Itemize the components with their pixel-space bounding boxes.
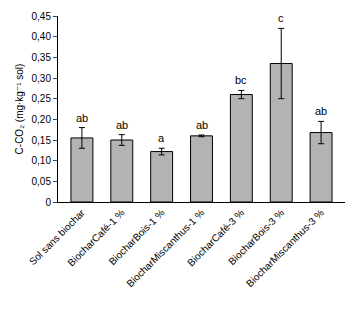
svg-text:0,25: 0,25: [32, 93, 52, 104]
svg-text:0,10: 0,10: [32, 155, 52, 166]
svg-text:BiocharCafé-1 %: BiocharCafé-1 %: [65, 207, 126, 268]
svg-text:0,40: 0,40: [32, 31, 52, 42]
svg-text:0,45: 0,45: [32, 11, 52, 22]
svg-text:0,35: 0,35: [32, 52, 52, 63]
svg-text:ab: ab: [315, 105, 327, 117]
svg-text:c: c: [278, 12, 284, 24]
svg-text:Sol sans biochar: Sol sans biochar: [27, 207, 88, 268]
svg-text:BiocharCafé-3 %: BiocharCafé-3 %: [185, 207, 246, 268]
svg-text:ab: ab: [196, 119, 208, 131]
svg-text:0,15: 0,15: [32, 135, 52, 146]
svg-text:a: a: [158, 132, 165, 144]
svg-text:BiocharMiscanthus-1 %: BiocharMiscanthus-1 %: [124, 207, 206, 289]
svg-text:BiocharBois-3 %: BiocharBois-3 %: [226, 207, 286, 267]
svg-text:C-CO₂ (mg·kg⁻¹ sol): C-CO₂ (mg·kg⁻¹ sol): [14, 64, 25, 155]
svg-text:0,05: 0,05: [32, 176, 52, 187]
svg-text:0,30: 0,30: [32, 73, 52, 84]
svg-text:ab: ab: [76, 112, 88, 124]
svg-text:BiocharBois-1 %: BiocharBois-1 %: [107, 207, 167, 267]
svg-text:bc: bc: [235, 74, 247, 86]
svg-text:ab: ab: [116, 119, 128, 131]
svg-text:BiocharMiscanthus-3 %: BiocharMiscanthus-3 %: [244, 207, 326, 289]
svg-text:0,20: 0,20: [32, 114, 52, 125]
svg-text:0: 0: [45, 197, 51, 208]
